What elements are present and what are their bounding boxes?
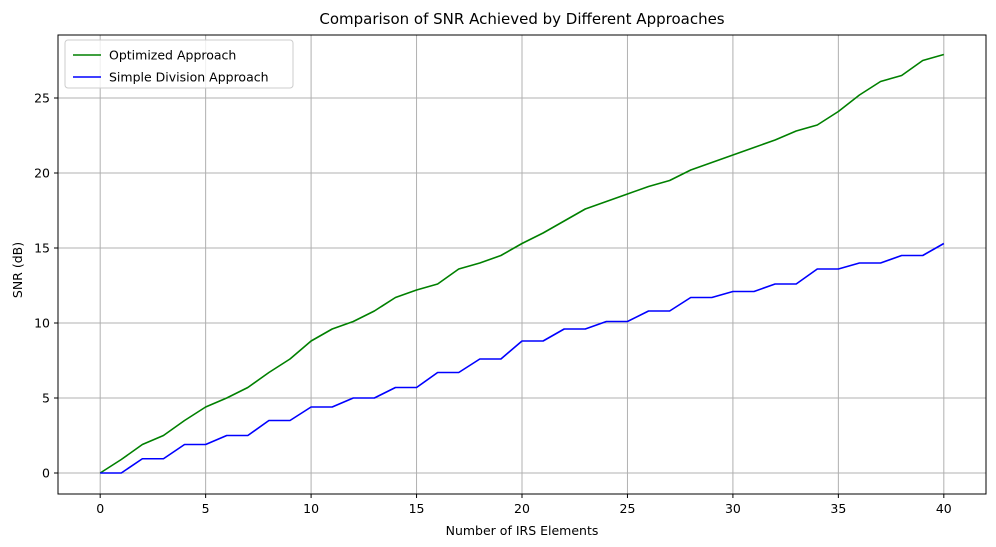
series-line-2 [100,242,945,474]
y-tick-label: 0 [42,466,50,481]
legend-label: Optimized Approach [109,48,236,63]
x-tick-label: 40 [936,501,952,516]
x-tick-label: 5 [202,501,210,516]
x-tick-label: 25 [620,501,636,516]
y-tick-label: 25 [34,91,50,106]
x-axis-ticks: 0 5 10 15 20 25 30 35 40 [96,494,952,516]
x-tick-label: 0 [96,501,104,516]
x-tick-label: 35 [830,501,846,516]
series-lines [99,53,945,474]
y-tick-label: 5 [42,391,50,406]
x-axis-label: Number of IRS Elements [446,523,599,538]
series-line-1 [99,53,945,474]
legend-box [64,39,294,89]
y-tick-label: 20 [34,166,50,181]
x-tick-label: 10 [303,501,319,516]
y-tick-label: 10 [34,316,50,331]
x-tick-label: 15 [409,501,425,516]
chart-title: Comparison of SNR Achieved by Different … [319,10,724,28]
legend-label: Simple Division Approach [109,70,269,85]
legend: Optimized Approach Simple Division Approa… [64,39,294,89]
x-tick-label: 30 [725,501,741,516]
x-tick-label: 20 [514,501,530,516]
y-axis-label: SNR (dB) [10,242,25,298]
y-tick-label: 15 [34,241,50,256]
y-axis-ticks: 0 5 10 15 20 25 [34,91,58,481]
